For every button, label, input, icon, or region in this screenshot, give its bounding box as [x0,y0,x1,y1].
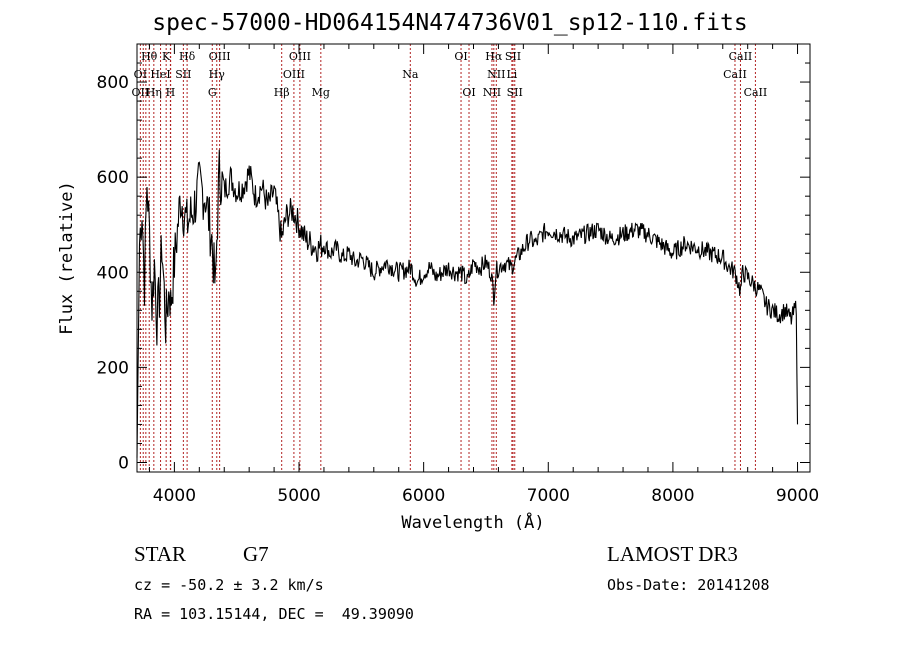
observation-date: Obs-Date: 20141208 [607,576,770,594]
y-tick-label: 400 [97,263,129,283]
line-label: Mg [312,86,330,99]
x-axis-label: Wavelength (Å) [401,511,544,533]
x-tick-label: 6000 [402,486,445,506]
line-label: SII [505,50,521,63]
object-class: STAR [134,542,186,566]
y-ticks: 0 200 400 600 800 [97,62,810,473]
y-tick-label: 600 [97,168,129,188]
line-label: Li [506,68,517,81]
line-label: OIII [209,50,231,63]
x-ticks: 4000 5000 6000 7000 8000 9000 [148,44,819,506]
x-tick-label: 7000 [527,486,570,506]
line-label: G [208,86,217,99]
object-subclass: G7 [243,542,269,566]
line-label: OII [132,86,150,99]
line-label: Hβ [274,86,290,99]
line-label: NII [487,68,505,81]
x-tick-label: 8000 [651,486,694,506]
line-label: OI [462,86,475,99]
line-label: OIII [283,68,305,81]
y-tick-label: 800 [97,73,129,93]
line-label: H [166,86,176,99]
line-markers [139,44,756,472]
ra-dec-coordinates: RA = 103.15144, DEC = 49.39090 [134,605,414,623]
line-label: Hθ [141,50,158,63]
line-label: HeI [150,68,170,81]
spectrum-line [136,149,799,458]
line-label: Hγ [209,68,226,81]
line-label: K [162,50,171,63]
y-tick-label: 200 [97,358,129,378]
line-label: NII [483,86,501,99]
line-label: OI [134,68,147,81]
line-label: OIII [289,50,311,63]
x-tick-label: 5000 [277,486,320,506]
chart-title: spec-57000-HD064154N474736V01_sp12-110.f… [152,10,748,36]
line-label: Hα [485,50,503,63]
line-label: CaII [723,68,747,81]
x-tick-label: 9000 [776,486,819,506]
line-label: Hδ [179,50,196,63]
line-label: SII [175,68,191,81]
redshift-value: cz = -50.2 ± 3.2 km/s [134,576,324,594]
y-axis-label: Flux (relative) [57,181,77,335]
line-label: SII [507,86,523,99]
y-tick-label: 0 [118,453,129,473]
survey-name: LAMOST DR3 [607,542,738,566]
line-label: CaII [729,50,753,63]
line-label: OI [454,50,467,63]
line-label: CaII [744,86,768,99]
line-label: Na [402,68,419,81]
x-tick-label: 4000 [153,486,196,506]
line-label: Hη [146,86,162,99]
